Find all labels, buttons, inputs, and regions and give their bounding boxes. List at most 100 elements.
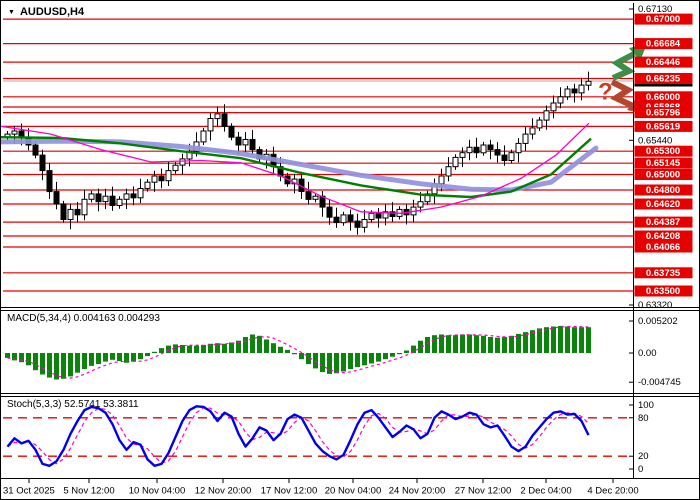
macd-bar — [47, 353, 52, 378]
candle-body — [81, 198, 88, 216]
candle-body — [46, 170, 53, 193]
time-tick-label: 31 Oct 2025 — [3, 486, 55, 497]
macd-bar — [75, 353, 80, 373]
candle-body — [340, 214, 347, 224]
candle-body — [214, 113, 221, 120]
candle-body — [536, 119, 543, 129]
candle-body — [116, 198, 123, 207]
macd-bar — [40, 353, 45, 375]
macd-bar — [124, 353, 129, 363]
price-level-box — [634, 198, 693, 210]
macd-bar — [208, 343, 213, 353]
candle-body — [123, 193, 130, 200]
candle-body — [242, 139, 249, 146]
candle-body — [305, 191, 312, 200]
candle-body — [445, 166, 452, 177]
price-level-label: 0.64620 — [646, 199, 680, 210]
macd-bar — [82, 353, 87, 369]
candle-body — [151, 175, 158, 183]
price-tick-label: 0.67130 — [638, 4, 672, 15]
macd-bar — [166, 345, 171, 353]
price-level-box — [634, 267, 693, 279]
candle-body — [312, 195, 319, 200]
price-level-label: 0.64208 — [646, 231, 680, 242]
macd-bar — [348, 353, 353, 369]
candle-body — [494, 149, 501, 156]
macd-bar — [586, 327, 591, 353]
price-level-box — [634, 101, 693, 113]
candle-body — [550, 102, 557, 112]
macd-bar — [271, 343, 276, 353]
candle-body — [382, 211, 389, 219]
candle-body — [347, 214, 354, 222]
macd-bar — [376, 353, 381, 362]
price-level-label: 0.64800 — [646, 185, 680, 196]
macd-bar — [33, 353, 38, 371]
price-level-label: 0.63735 — [646, 268, 681, 279]
macd-bar — [320, 353, 325, 373]
macd-bar — [453, 335, 458, 353]
candle-body — [459, 152, 466, 158]
macd-bar — [495, 337, 500, 353]
candle-body — [501, 154, 508, 162]
price-level-box — [634, 107, 693, 119]
candle-body — [109, 195, 116, 206]
price-level-label: 0.64387 — [646, 217, 680, 228]
macd-bar — [572, 327, 577, 353]
candle-body — [179, 158, 186, 166]
macd-bar — [355, 353, 360, 368]
macd-bar — [131, 353, 136, 362]
macd-bar — [467, 334, 472, 353]
macd-bar — [26, 353, 31, 366]
stoch-tick-label: 80 — [638, 413, 649, 424]
candle-body — [361, 219, 368, 228]
candle-body — [438, 175, 445, 185]
macd-bar — [250, 334, 255, 353]
macd-tick-label: 0.00 — [638, 348, 657, 359]
macd-bar — [404, 350, 409, 353]
candle-body — [221, 113, 228, 127]
time-tick-label: 4 Dec 20:00 — [587, 486, 638, 497]
macd-bar — [12, 353, 17, 361]
macd-bar — [306, 353, 311, 365]
macd-bar — [299, 353, 304, 360]
macd-bar — [460, 334, 465, 353]
macd-bar — [397, 353, 402, 355]
candle-body — [207, 118, 214, 132]
price-axis: 0.662030.670000.666840.664460.662350.660… — [629, 4, 693, 475]
stoch-tick-label: 20 — [638, 451, 649, 462]
macd-bar — [327, 353, 332, 374]
price-level-label: 0.67000 — [646, 14, 680, 25]
candle-body — [417, 201, 424, 208]
time-axis: 31 Oct 2025 5 Nov 12:00 10 Nov 04:00 12 Nov… — [3, 479, 639, 497]
price-level-label: 0.66446 — [646, 57, 680, 68]
candle-body — [228, 125, 235, 138]
macd-bar — [565, 326, 570, 353]
candle-body — [473, 146, 480, 154]
time-tick-label: 20 Nov 04:00 — [325, 486, 382, 497]
macd-bar — [425, 337, 430, 353]
macd-bar — [551, 326, 556, 353]
candle-body — [249, 139, 256, 151]
candle-body — [515, 142, 522, 154]
candle-body — [333, 216, 340, 224]
price-tick-label: 0.65440 — [638, 135, 672, 146]
candle-body — [32, 144, 39, 156]
price-level-box — [634, 157, 693, 169]
candle-body — [39, 154, 46, 172]
stoch-tick-label: 100 — [638, 400, 654, 411]
macd-bar — [236, 340, 241, 353]
candle-body — [480, 144, 487, 154]
macd-tick-label: 0.005202 — [638, 316, 678, 327]
candle-body — [585, 80, 592, 86]
stoch-panel — [3, 405, 633, 467]
candle-body — [102, 195, 109, 203]
macd-bar — [544, 327, 549, 353]
macd-bar — [229, 342, 234, 353]
price-level-label: 0.65145 — [646, 158, 681, 169]
macd-panel — [5, 325, 591, 380]
macd-bar — [439, 334, 444, 353]
price-level-lines — [3, 18, 633, 292]
down-trend-arrow — [609, 79, 635, 109]
